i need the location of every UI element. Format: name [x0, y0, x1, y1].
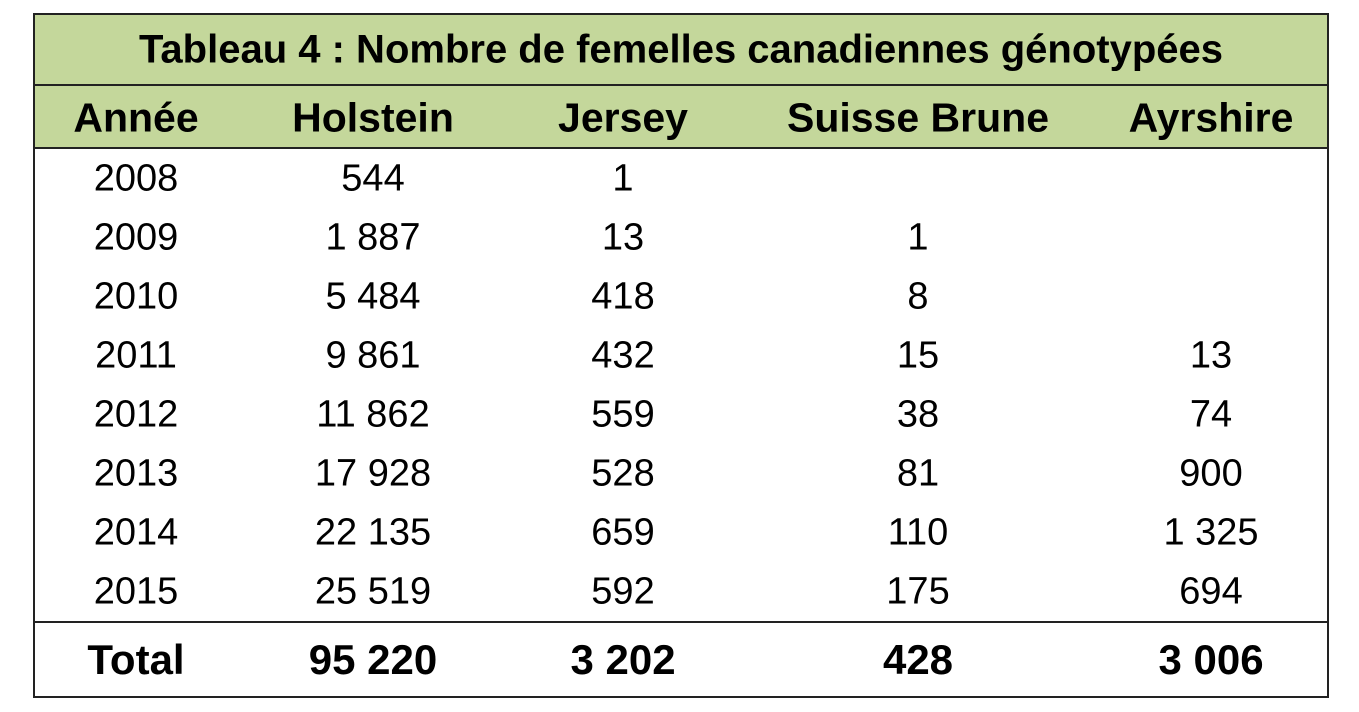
- count-cell: 432: [591, 334, 655, 377]
- count-cell: 9 861: [325, 334, 421, 377]
- count-cell: 1 887: [325, 216, 421, 259]
- count-cell: 17 928: [314, 452, 432, 495]
- year-cell: 2013: [93, 452, 179, 495]
- count-cell: 22 135: [314, 511, 432, 554]
- count-cell: 1 325: [1163, 511, 1259, 554]
- count-cell: 418: [591, 275, 655, 318]
- count-cell: 11 862: [316, 393, 430, 436]
- count-cell: 74: [1189, 393, 1233, 436]
- title-rule: [35, 84, 1327, 86]
- total-cell: 3 202: [570, 636, 676, 683]
- total-cell: 95 220: [308, 636, 438, 683]
- year-cell: 2015: [93, 570, 179, 613]
- count-cell: 694: [1179, 570, 1243, 613]
- header-rule: [35, 147, 1327, 149]
- count-cell: 659: [591, 511, 655, 554]
- count-cell: 81: [896, 452, 940, 495]
- column-header: Ayrshire: [1128, 94, 1294, 141]
- column-header: Jersey: [558, 94, 688, 141]
- count-cell: 900: [1179, 452, 1243, 495]
- count-cell: 175: [886, 570, 950, 613]
- year-cell: 2008: [93, 157, 179, 200]
- column-header: Suisse Brune: [786, 94, 1050, 141]
- count-cell: 528: [591, 452, 655, 495]
- count-cell: 1: [907, 216, 929, 259]
- table-frame: [33, 13, 1329, 698]
- year-cell: 2012: [93, 393, 179, 436]
- count-cell: 25 519: [314, 570, 432, 613]
- table-title: Tableau 4 : Nombre de femelles canadienn…: [138, 27, 1224, 72]
- year-cell: 2014: [93, 511, 179, 554]
- column-header: Année: [73, 94, 199, 141]
- column-header: Holstein: [292, 94, 454, 141]
- total-rule: [35, 621, 1327, 623]
- count-cell: 559: [591, 393, 655, 436]
- total-cell: 428: [882, 636, 954, 683]
- count-cell: 13: [601, 216, 645, 259]
- count-cell: 1: [612, 157, 634, 200]
- total-label: Total: [87, 636, 185, 683]
- count-cell: 8: [907, 275, 929, 318]
- count-cell: 15: [896, 334, 940, 377]
- count-cell: 592: [591, 570, 655, 613]
- count-cell: 13: [1189, 334, 1233, 377]
- year-cell: 2010: [93, 275, 179, 318]
- count-cell: 38: [896, 393, 940, 436]
- count-cell: 5 484: [325, 275, 421, 318]
- title-band: [35, 15, 1327, 85]
- year-cell: 2009: [93, 216, 179, 259]
- count-cell: 544: [341, 157, 405, 200]
- total-cell: 3 006: [1158, 636, 1264, 683]
- year-cell: 2011: [95, 334, 177, 377]
- count-cell: 110: [887, 511, 949, 554]
- header-band: [35, 86, 1327, 147]
